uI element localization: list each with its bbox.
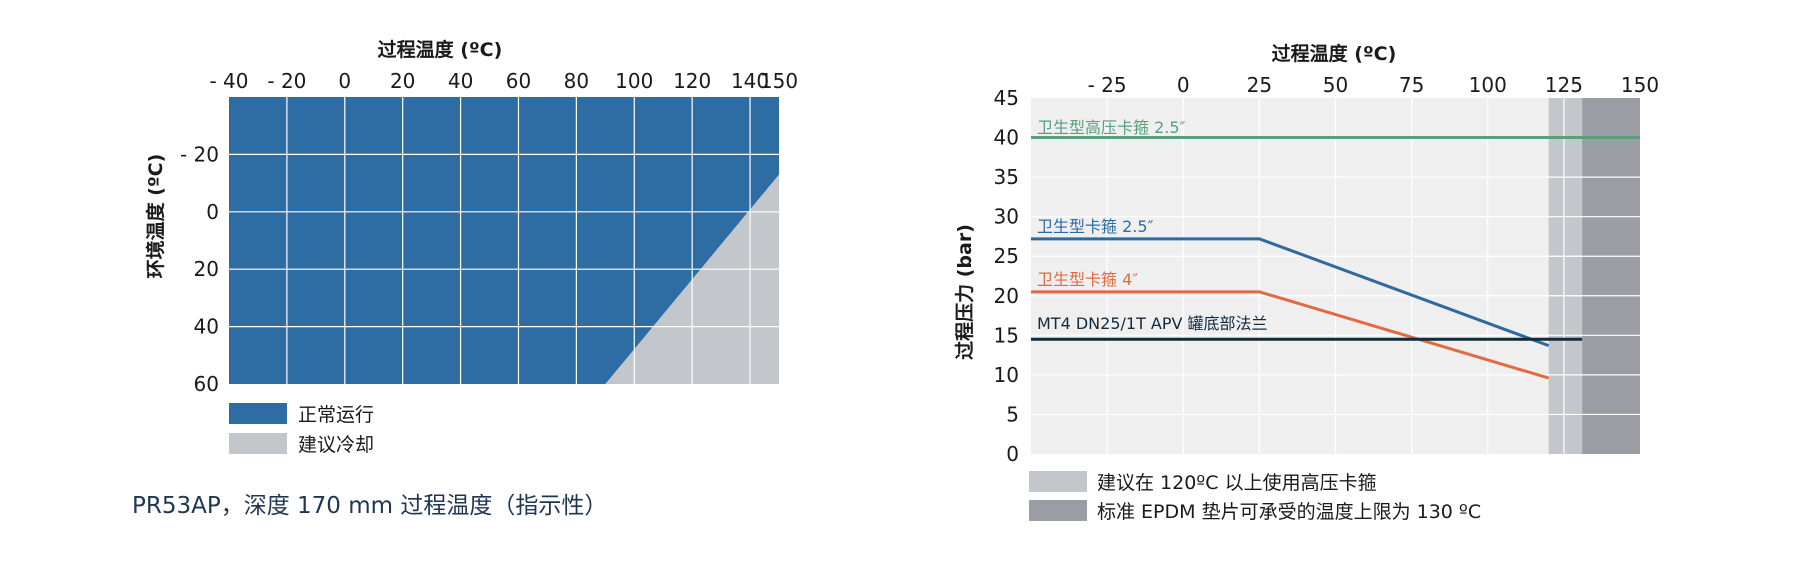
left-chart: 过程温度 (ºC) 环境温度 (ºC) - 40 - 20 0 20 40 60 80 100… xyxy=(132,38,798,519)
left-y-axis-title: 环境温度 (ºC) xyxy=(144,154,167,279)
series-line-clamp-2-5 xyxy=(1031,237,1550,348)
right-y-tick-label: 0 xyxy=(1006,442,1019,466)
band-epdm-limit xyxy=(1582,98,1640,454)
band-high-pressure-clamp xyxy=(1548,98,1583,454)
legend-label-cooling: 建议冷却 xyxy=(298,434,374,456)
right-y-tick-label: 45 xyxy=(994,86,1019,110)
right-x-tick-label: 75 xyxy=(1399,73,1424,97)
right-x-tick-label: - 25 xyxy=(1088,73,1127,97)
left-x-tick-label: 20 xyxy=(390,69,415,93)
right-x-tick-label: 25 xyxy=(1247,73,1272,97)
right-y-tick-label: 20 xyxy=(994,284,1019,308)
legend-swatch-epdm-limit xyxy=(1029,500,1087,521)
left-x-tick-label: 40 xyxy=(448,69,473,93)
series-label-clamp-2-5: 卫生型卡箍 2.5″ xyxy=(1037,217,1154,236)
left-y-tick-label: 60 xyxy=(194,372,219,396)
right-y-tick-label: 5 xyxy=(1006,402,1019,426)
left-grid xyxy=(229,97,779,384)
left-x-tick-label: 60 xyxy=(506,69,531,93)
right-x-tick-label: 125 xyxy=(1545,73,1583,97)
right-y-ticks: 0 5 10 15 20 25 30 35 40 45 xyxy=(994,86,1019,466)
right-x-ticks: - 25 0 25 50 75 100 125 150 xyxy=(1088,73,1659,97)
legend-swatch-cooling xyxy=(229,433,287,454)
left-y-tick-label: 0 xyxy=(206,200,219,224)
right-y-tick-label: 35 xyxy=(994,165,1019,189)
left-x-tick-label: 140 xyxy=(731,69,769,93)
right-x-tick-label: 150 xyxy=(1621,73,1659,97)
right-y-tick-label: 30 xyxy=(994,205,1019,229)
left-chart-caption: PR53AP，深度 170 mm 过程温度（指示性） xyxy=(132,493,607,519)
left-x-tick-label: 0 xyxy=(338,69,351,93)
left-x-tick-label: - 20 xyxy=(267,69,306,93)
right-x-tick-label: 100 xyxy=(1469,73,1507,97)
legend-label-high-pressure-clamp: 建议在 120ºC 以上使用高压卡箍 xyxy=(1097,472,1377,494)
right-x-axis-title: 过程温度 (ºC) xyxy=(1272,42,1397,65)
series-label-mt4-flange: MT4 DN25/1T APV 罐底部法兰 xyxy=(1037,314,1268,333)
right-y-tick-label: 10 xyxy=(994,363,1019,387)
right-y-tick-label: 40 xyxy=(994,126,1019,150)
left-y-tick-label: - 20 xyxy=(180,142,219,166)
left-x-tick-label: 100 xyxy=(615,69,653,93)
right-x-tick-label: 0 xyxy=(1177,73,1190,97)
left-y-tick-label: 20 xyxy=(194,257,219,281)
legend-label-epdm-limit: 标准 EPDM 垫片可承受的温度上限为 130 ºC xyxy=(1097,501,1481,523)
right-y-axis-title: 过程压力 (bar) xyxy=(953,224,976,360)
series-label-hp-clamp-2-5: 卫生型高压卡箍 2.5″ xyxy=(1037,118,1186,137)
series-label-clamp-4: 卫生型卡箍 4″ xyxy=(1037,270,1138,289)
right-y-tick-label: 25 xyxy=(994,244,1019,268)
legend-swatch-high-pressure-clamp xyxy=(1029,471,1087,492)
left-x-tick-label: 80 xyxy=(564,69,589,93)
right-chart: 过程温度 (ºC) 过程压力 (bar) - 25 0 25 50 75 100 125 15… xyxy=(953,42,1659,523)
left-x-tick-label: - 40 xyxy=(209,69,248,93)
series-line-clamp-4 xyxy=(1031,290,1550,380)
right-x-tick-label: 50 xyxy=(1323,73,1348,97)
left-x-tick-label: 150 xyxy=(760,69,798,93)
left-y-ticks: - 20 0 20 40 60 xyxy=(180,142,219,396)
left-x-tick-label: 120 xyxy=(673,69,711,93)
legend-swatch-normal xyxy=(229,403,287,424)
legend-label-normal: 正常运行 xyxy=(298,404,374,426)
left-y-tick-label: 40 xyxy=(194,315,219,339)
right-y-tick-label: 15 xyxy=(994,323,1019,347)
left-x-axis-title: 过程温度 (ºC) xyxy=(378,38,503,61)
